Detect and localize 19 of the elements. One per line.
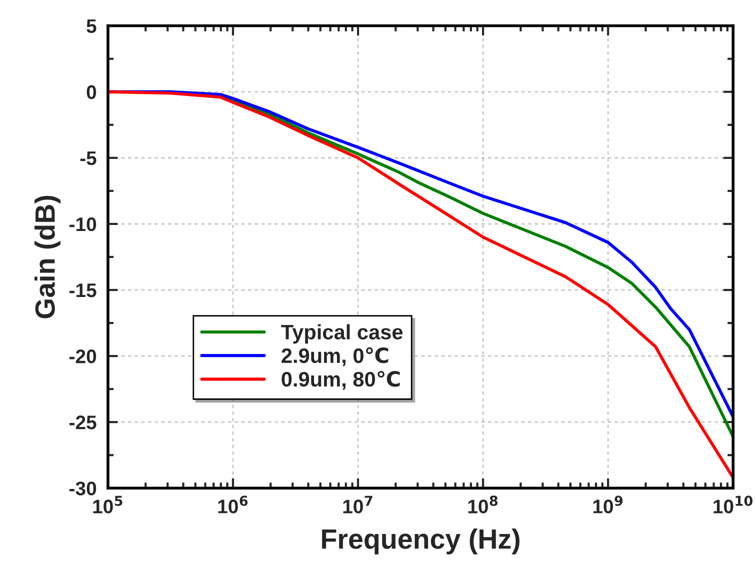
y-tick-label: -5 <box>80 152 96 166</box>
y-tick-label: -25 <box>70 416 96 430</box>
legend-label: 2.9um, 0℃ <box>282 347 388 366</box>
legend-label: Typical case <box>281 324 403 344</box>
x-tick-label: 10$^{10}$ <box>714 496 752 514</box>
y-tick-label: -15 <box>70 284 96 298</box>
x-tick-label: 10$^{7}$ <box>343 496 372 514</box>
legend-label: 0.9um, 80℃ <box>282 370 400 390</box>
y-tick-label: -20 <box>70 350 96 364</box>
x-tick-label: 10$^{6}$ <box>218 496 248 514</box>
y-tick-label: -30 <box>70 482 96 496</box>
y-tick-label: 0 <box>86 85 96 100</box>
x-tick-label: 10$^{9}$ <box>593 496 623 514</box>
x-tick-label: 10$^{5}$ <box>93 496 122 514</box>
x-axis-title: Frequency (Hz) <box>322 528 520 554</box>
y-tick-label: -10 <box>70 217 96 232</box>
x-tick-label: 10$^{8}$ <box>468 496 498 514</box>
y-tick-label: 5 <box>86 19 96 34</box>
y-axis-title: Gain (dB) <box>34 196 60 318</box>
